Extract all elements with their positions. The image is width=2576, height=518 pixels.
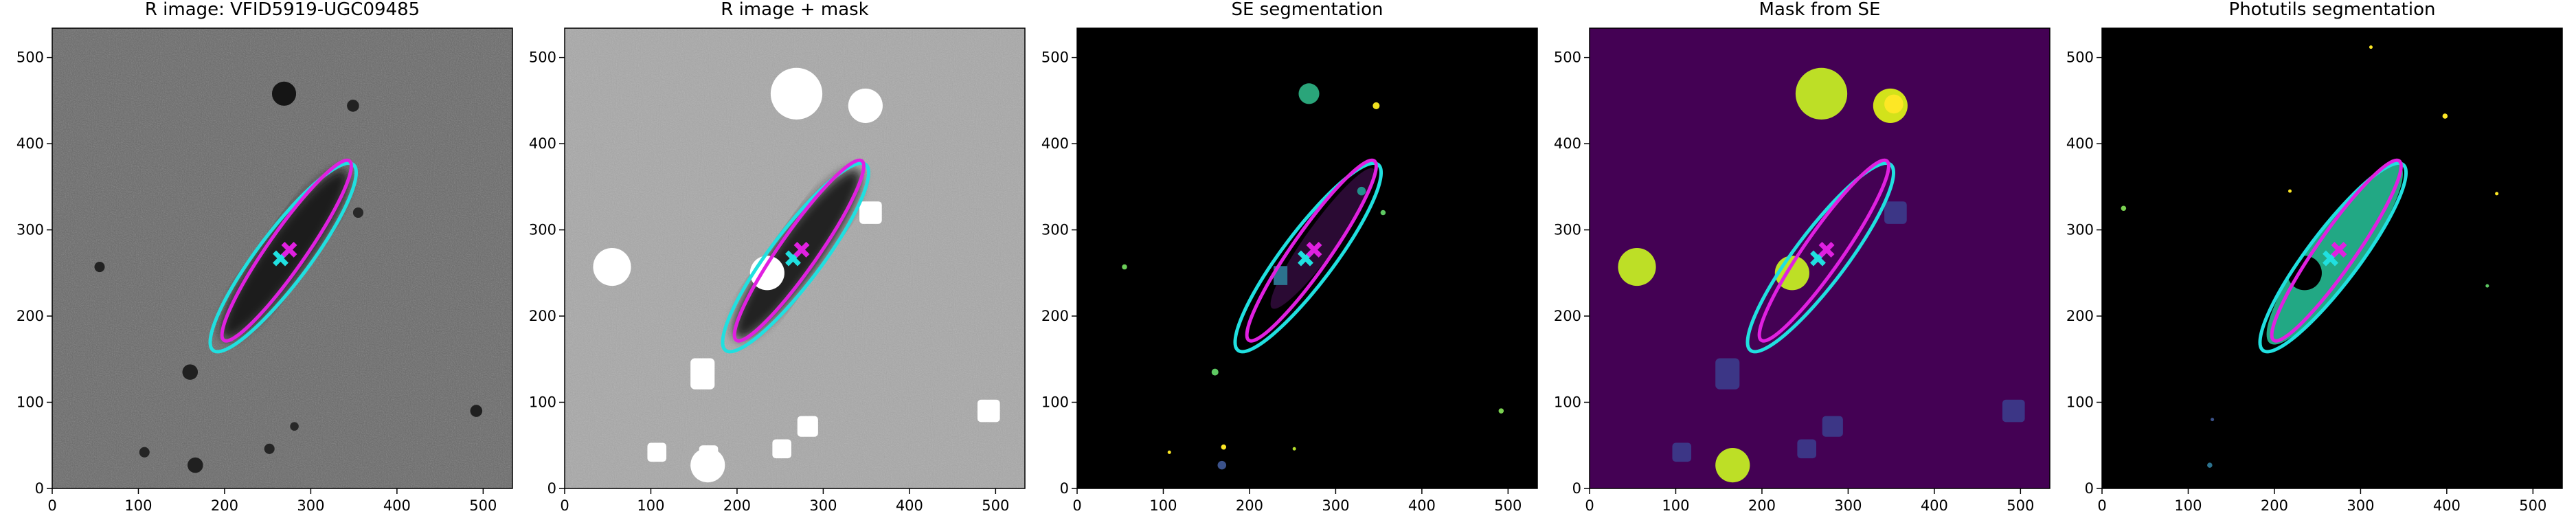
y-tick-label: 300: [1554, 222, 1581, 238]
x-tick-label: 400: [1921, 497, 1948, 514]
x-tick-label: 100: [2174, 497, 2202, 514]
axes-frame: [564, 27, 1026, 489]
y-tick-label: 500: [1554, 49, 1581, 66]
y-tick-label: 100: [529, 394, 556, 411]
x-tick-label: 500: [2519, 497, 2546, 514]
x-tick-label: 300: [1322, 497, 1349, 514]
y-tick-label: 400: [1041, 135, 1069, 152]
overlay: [1233, 158, 1383, 354]
y-tick-label: 100: [16, 394, 44, 411]
panel-title: SE segmentation: [1232, 0, 1383, 20]
center-marker: [793, 241, 810, 258]
axes-frame: [52, 27, 513, 489]
overlay: [2258, 158, 2408, 354]
aperture-ellipse: [732, 158, 866, 343]
y-tick-label: 200: [1041, 308, 1069, 324]
x-tick-label: 0: [560, 497, 569, 514]
y-tick-label: 500: [1041, 49, 1069, 66]
panel-title: R image: VFID5919-UGC09485: [145, 0, 420, 20]
x-tick-label: 400: [2433, 497, 2461, 514]
panel-title: Mask from SE: [1759, 0, 1881, 20]
x-tick-label: 300: [297, 497, 324, 514]
y-tick-label: 300: [2066, 222, 2094, 238]
x-tick-label: 500: [2007, 497, 2034, 514]
center-marker: [1818, 241, 1835, 258]
aperture-ellipse: [1757, 158, 1890, 343]
x-tick-label: 400: [896, 497, 923, 514]
y-tick-label: 100: [1041, 394, 1069, 411]
x-tick-label: 0: [47, 497, 56, 514]
y-tick-label: 300: [1041, 222, 1069, 238]
x-tick-label: 200: [1236, 497, 1263, 514]
overlay: [208, 158, 359, 354]
center-marker: [1306, 241, 1322, 258]
overlay: [721, 158, 871, 354]
y-tick-label: 400: [2066, 135, 2094, 152]
y-tick-label: 0: [2085, 480, 2094, 497]
y-tick-label: 300: [16, 222, 44, 238]
x-tick-label: 200: [1748, 497, 1776, 514]
x-tick-label: 100: [1149, 497, 1177, 514]
x-tick-label: 400: [383, 497, 411, 514]
aperture-ellipse: [1233, 161, 1383, 354]
y-tick-label: 200: [1554, 308, 1581, 324]
panel-title: Photutils segmentation: [2229, 0, 2436, 20]
y-tick-label: 100: [1554, 394, 1581, 411]
aperture-ellipse: [1745, 161, 1896, 354]
aperture-ellipse: [220, 158, 353, 343]
x-tick-label: 0: [2097, 497, 2106, 514]
x-tick-label: 100: [1662, 497, 1689, 514]
center-marker: [281, 241, 297, 258]
y-tick-label: 300: [529, 222, 556, 238]
y-tick-label: 200: [16, 308, 44, 324]
x-tick-label: 400: [1408, 497, 1436, 514]
y-tick-label: 500: [16, 49, 44, 66]
aperture-ellipse: [2270, 158, 2403, 343]
x-tick-label: 500: [982, 497, 1009, 514]
y-tick-label: 0: [35, 480, 44, 497]
x-tick-label: 300: [1834, 497, 1862, 514]
axes-frame: [2101, 27, 2563, 489]
center-marker: [2331, 241, 2347, 258]
axes-frame: [1589, 27, 2050, 489]
y-tick-label: 0: [1572, 480, 1581, 497]
x-tick-label: 0: [1072, 497, 1081, 514]
aperture-ellipse: [721, 161, 871, 354]
aperture-ellipse: [1245, 158, 1378, 343]
x-tick-label: 200: [211, 497, 238, 514]
y-tick-label: 0: [1060, 480, 1069, 497]
panel-title: R image + mask: [721, 0, 869, 20]
y-tick-label: 400: [1554, 135, 1581, 152]
y-tick-label: 0: [547, 480, 556, 497]
y-tick-label: 400: [529, 135, 556, 152]
x-tick-label: 300: [2347, 497, 2374, 514]
x-tick-label: 200: [2261, 497, 2288, 514]
x-tick-label: 300: [809, 497, 837, 514]
y-tick-label: 200: [529, 308, 556, 324]
y-tick-label: 500: [529, 49, 556, 66]
image-panel: [565, 28, 1025, 488]
x-tick-label: 200: [723, 497, 751, 514]
overlay: [1745, 158, 1896, 354]
x-tick-label: 500: [469, 497, 497, 514]
aperture-ellipse: [2258, 161, 2408, 354]
axes-frame: [1076, 27, 1538, 489]
x-tick-label: 0: [1585, 497, 1594, 514]
x-tick-label: 100: [637, 497, 664, 514]
y-tick-label: 200: [2066, 308, 2094, 324]
aperture-ellipse: [208, 161, 359, 354]
x-tick-label: 500: [1494, 497, 1522, 514]
y-tick-label: 500: [2066, 49, 2094, 66]
y-tick-label: 100: [2066, 394, 2094, 411]
y-tick-label: 400: [16, 135, 44, 152]
x-tick-label: 100: [124, 497, 152, 514]
